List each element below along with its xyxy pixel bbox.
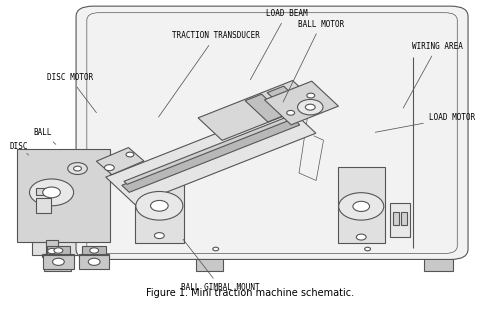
Bar: [46, 240, 58, 255]
Circle shape: [338, 193, 384, 220]
Text: TRACTION TRANSDUCER: TRACTION TRANSDUCER: [158, 31, 260, 117]
Bar: [78, 255, 110, 269]
Bar: [42, 254, 61, 257]
Text: BALL MOTOR: BALL MOTOR: [283, 20, 344, 102]
Polygon shape: [264, 81, 338, 125]
Polygon shape: [198, 81, 316, 140]
Bar: [46, 246, 70, 255]
Circle shape: [42, 187, 60, 198]
Bar: [17, 149, 110, 242]
Polygon shape: [106, 106, 316, 204]
Text: LOAD MOTOR: LOAD MOTOR: [375, 113, 475, 132]
Bar: [338, 167, 385, 243]
Text: BALL: BALL: [34, 128, 56, 144]
Text: DISC: DISC: [10, 142, 29, 155]
Bar: [135, 169, 184, 243]
Circle shape: [30, 179, 74, 206]
Circle shape: [126, 152, 134, 157]
Text: WIRING AREA: WIRING AREA: [403, 42, 462, 108]
Circle shape: [48, 249, 56, 254]
Circle shape: [154, 233, 164, 239]
Circle shape: [286, 110, 294, 115]
Circle shape: [52, 258, 64, 265]
Polygon shape: [124, 114, 298, 184]
Text: Figure 1. Mini traction machine schematic.: Figure 1. Mini traction machine schemati…: [146, 288, 354, 298]
Circle shape: [136, 191, 183, 220]
Circle shape: [74, 166, 82, 171]
Circle shape: [306, 104, 315, 110]
FancyBboxPatch shape: [76, 6, 468, 259]
Bar: [36, 198, 51, 213]
Bar: [44, 254, 71, 271]
Bar: [43, 255, 74, 269]
Circle shape: [90, 248, 98, 253]
Bar: [390, 203, 410, 237]
Circle shape: [54, 248, 63, 253]
Bar: [392, 212, 399, 225]
Text: LOAD BEAM: LOAD BEAM: [250, 9, 308, 80]
Circle shape: [104, 165, 115, 171]
Text: BALL GIMBAL MOUNT: BALL GIMBAL MOUNT: [182, 239, 260, 292]
Polygon shape: [267, 86, 306, 114]
Circle shape: [353, 201, 370, 211]
Bar: [196, 254, 223, 271]
Bar: [424, 254, 454, 271]
Bar: [43, 254, 74, 257]
Bar: [401, 212, 407, 225]
Bar: [32, 238, 460, 255]
Bar: [82, 246, 106, 255]
Text: DISC MOTOR: DISC MOTOR: [46, 73, 96, 113]
Circle shape: [364, 247, 370, 251]
Circle shape: [150, 200, 168, 211]
Circle shape: [68, 163, 87, 175]
Circle shape: [213, 247, 218, 251]
Polygon shape: [245, 94, 284, 122]
Polygon shape: [96, 147, 144, 175]
Circle shape: [307, 93, 314, 98]
Bar: [36, 188, 46, 195]
Circle shape: [88, 258, 100, 265]
Circle shape: [298, 100, 323, 115]
Bar: [78, 254, 110, 257]
Polygon shape: [122, 118, 300, 192]
Circle shape: [356, 234, 366, 240]
